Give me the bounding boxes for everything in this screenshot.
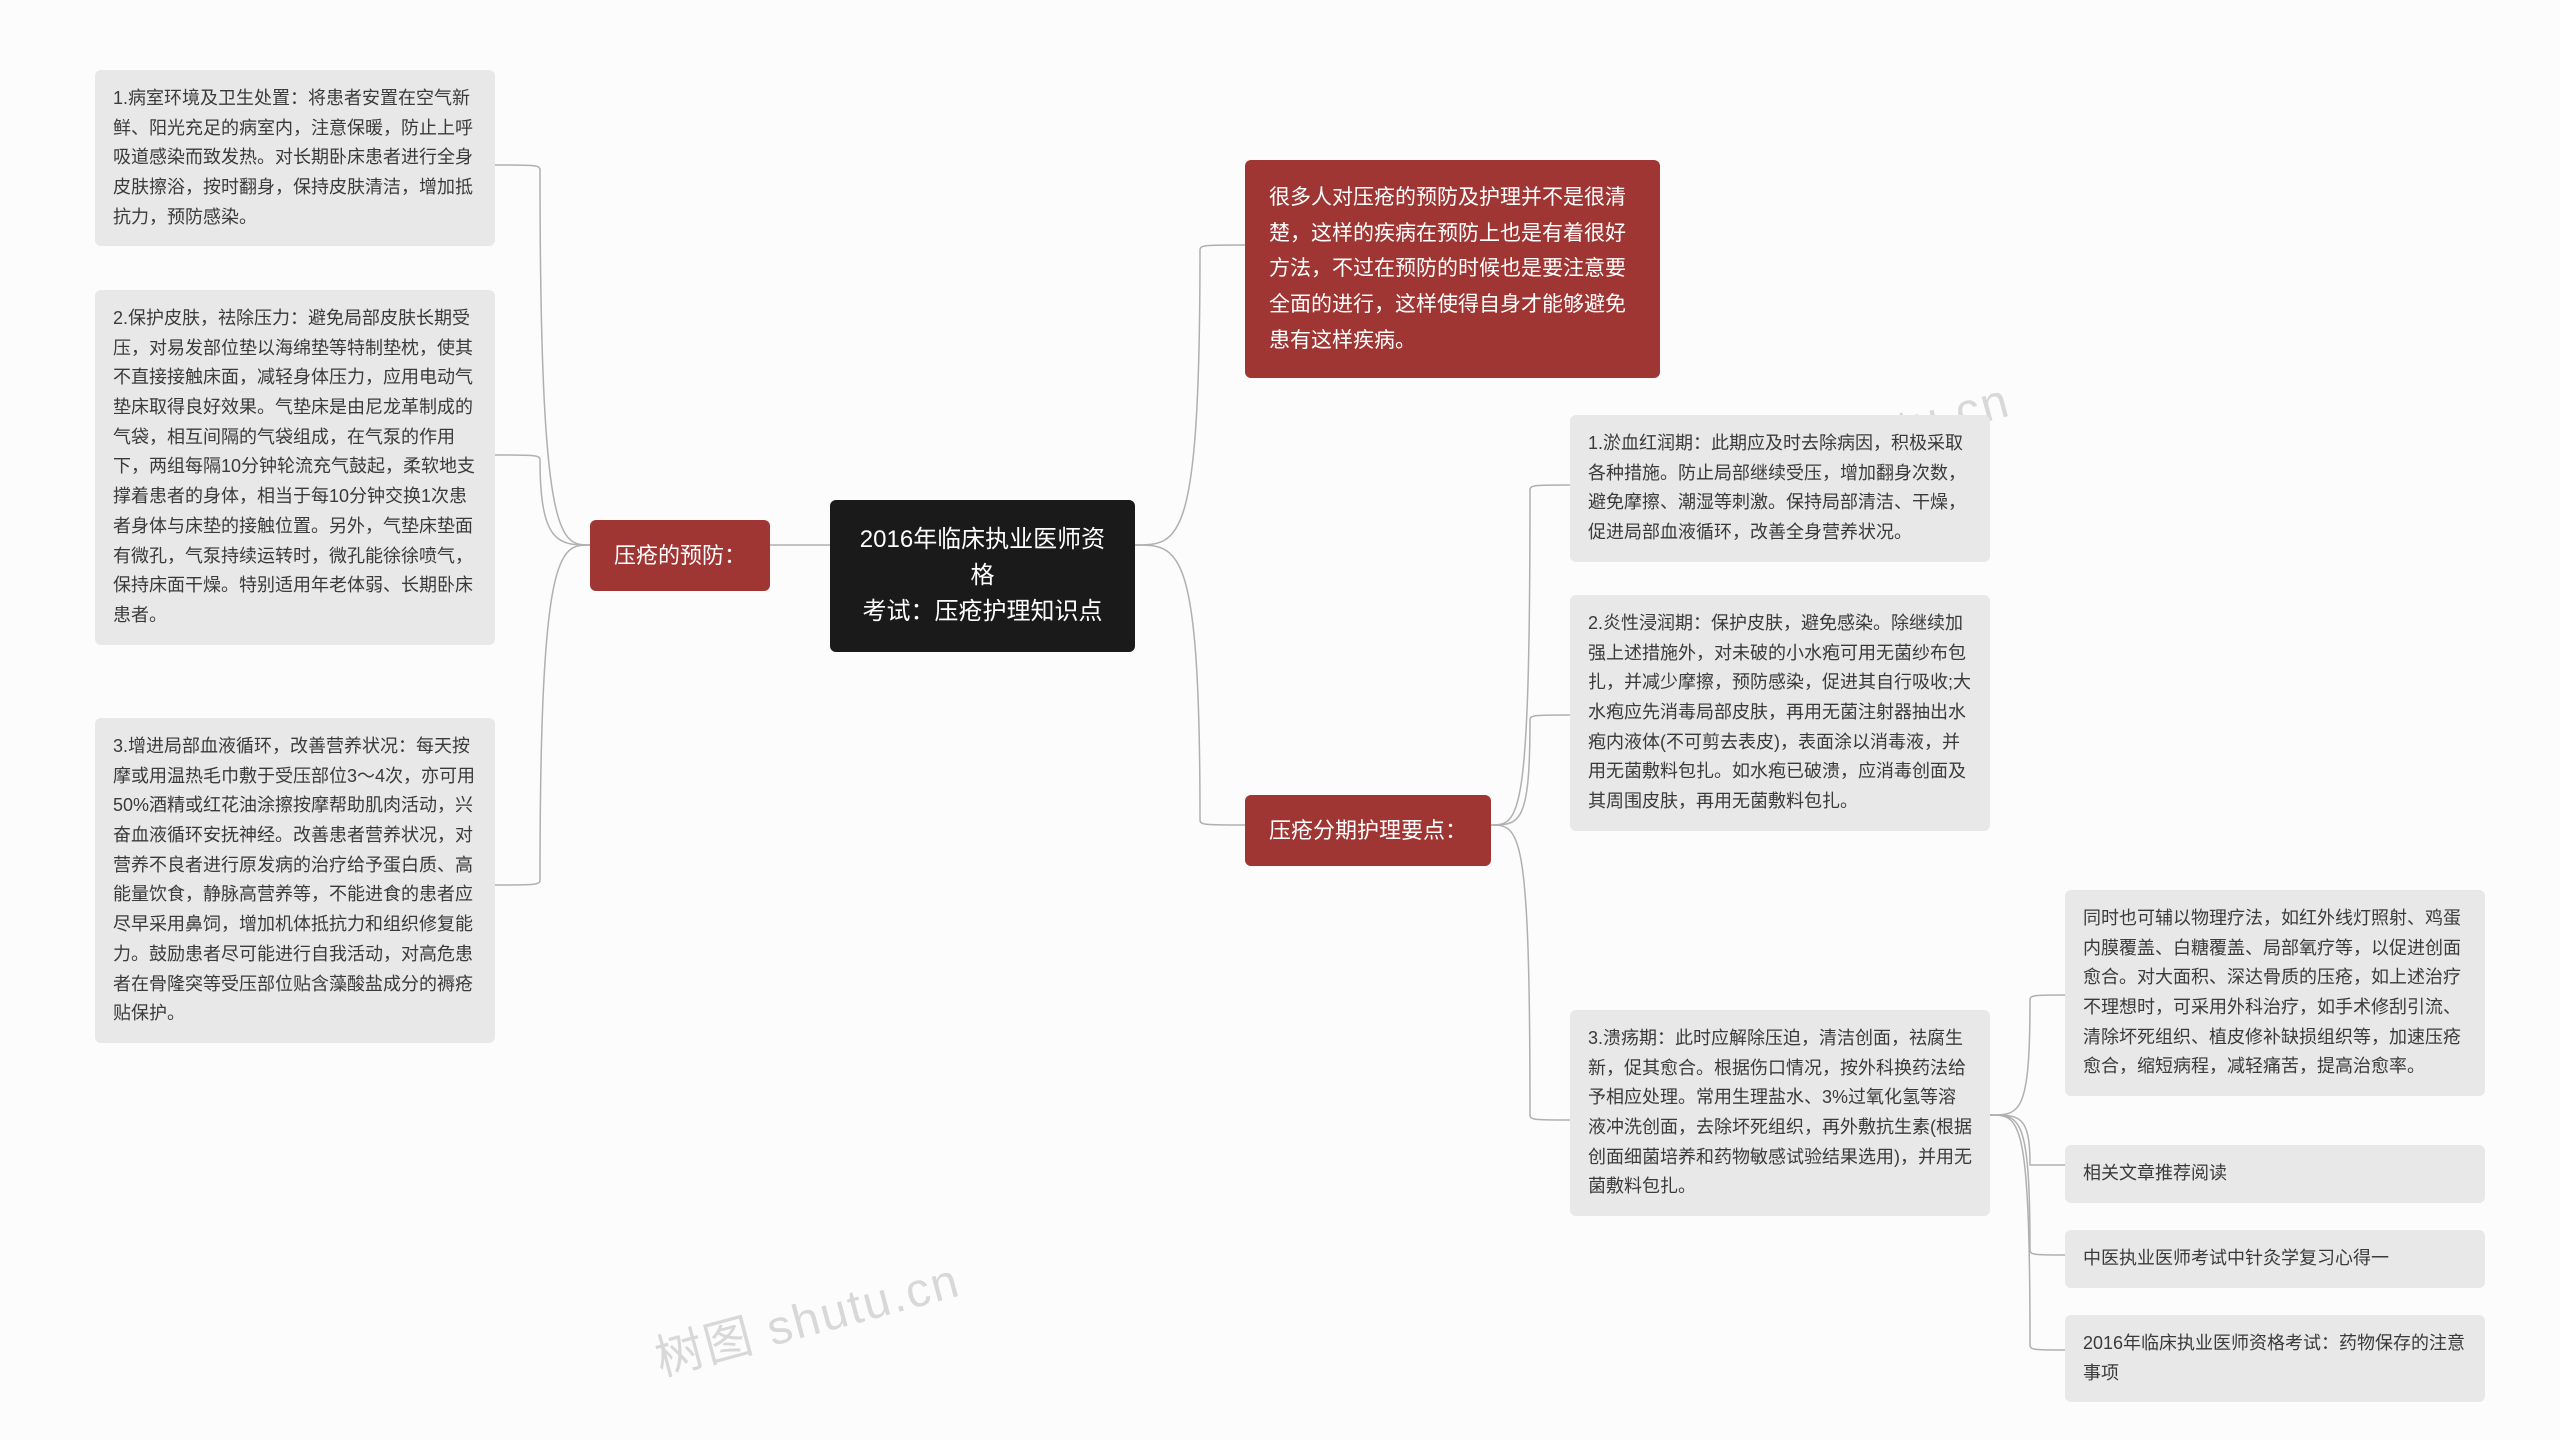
intro-box: 很多人对压疮的预防及护理并不是很清楚，这样的疾病在预防上也是有着很好方法，不过在… [1245, 160, 1660, 378]
root-title-line1: 2016年临床执业医师资格 [858, 522, 1107, 594]
prevention-item-3: 3.增进局部血液循环，改善营养状况：每天按摩或用温热毛巾敷于受压部位3～4次，亦… [95, 718, 495, 1043]
sub-item-3: 中医执业医师考试中针灸学复习心得一 [2065, 1230, 2485, 1288]
prevention-item-2: 2.保护皮肤，祛除压力：避免局部皮肤长期受压，对易发部位垫以海绵垫等特制垫枕，使… [95, 290, 495, 645]
sub-item-2: 相关文章推荐阅读 [2065, 1145, 2485, 1203]
prevention-item-1: 1.病室环境及卫生处置：将患者安置在空气新鲜、阳光充足的病室内，注意保暖，防止上… [95, 70, 495, 246]
right-branch-label: 压疮分期护理要点： [1245, 795, 1491, 866]
sub-item-4: 2016年临床执业医师资格考试：药物保存的注意事项 [2065, 1315, 2485, 1402]
watermark: 树图 shutu.cn [646, 1241, 966, 1390]
left-branch-label: 压疮的预防： [590, 520, 770, 591]
care-item-2: 2.炎性浸润期：保护皮肤，避免感染。除继续加强上述措施外，对未破的小水疱可用无菌… [1570, 595, 1990, 831]
care-item-3: 3.溃疡期：此时应解除压迫，清洁创面，祛腐生新，促其愈合。根据伤口情况，按外科换… [1570, 1010, 1990, 1216]
sub-item-1: 同时也可辅以物理疗法，如红外线灯照射、鸡蛋内膜覆盖、白糖覆盖、局部氧疗等，以促进… [2065, 890, 2485, 1096]
root-node: 2016年临床执业医师资格 考试：压疮护理知识点 [830, 500, 1135, 652]
root-title-line2: 考试：压疮护理知识点 [858, 594, 1107, 630]
care-item-1: 1.淤血红润期：此期应及时去除病因，积极采取各种措施。防止局部继续受压，增加翻身… [1570, 415, 1990, 562]
